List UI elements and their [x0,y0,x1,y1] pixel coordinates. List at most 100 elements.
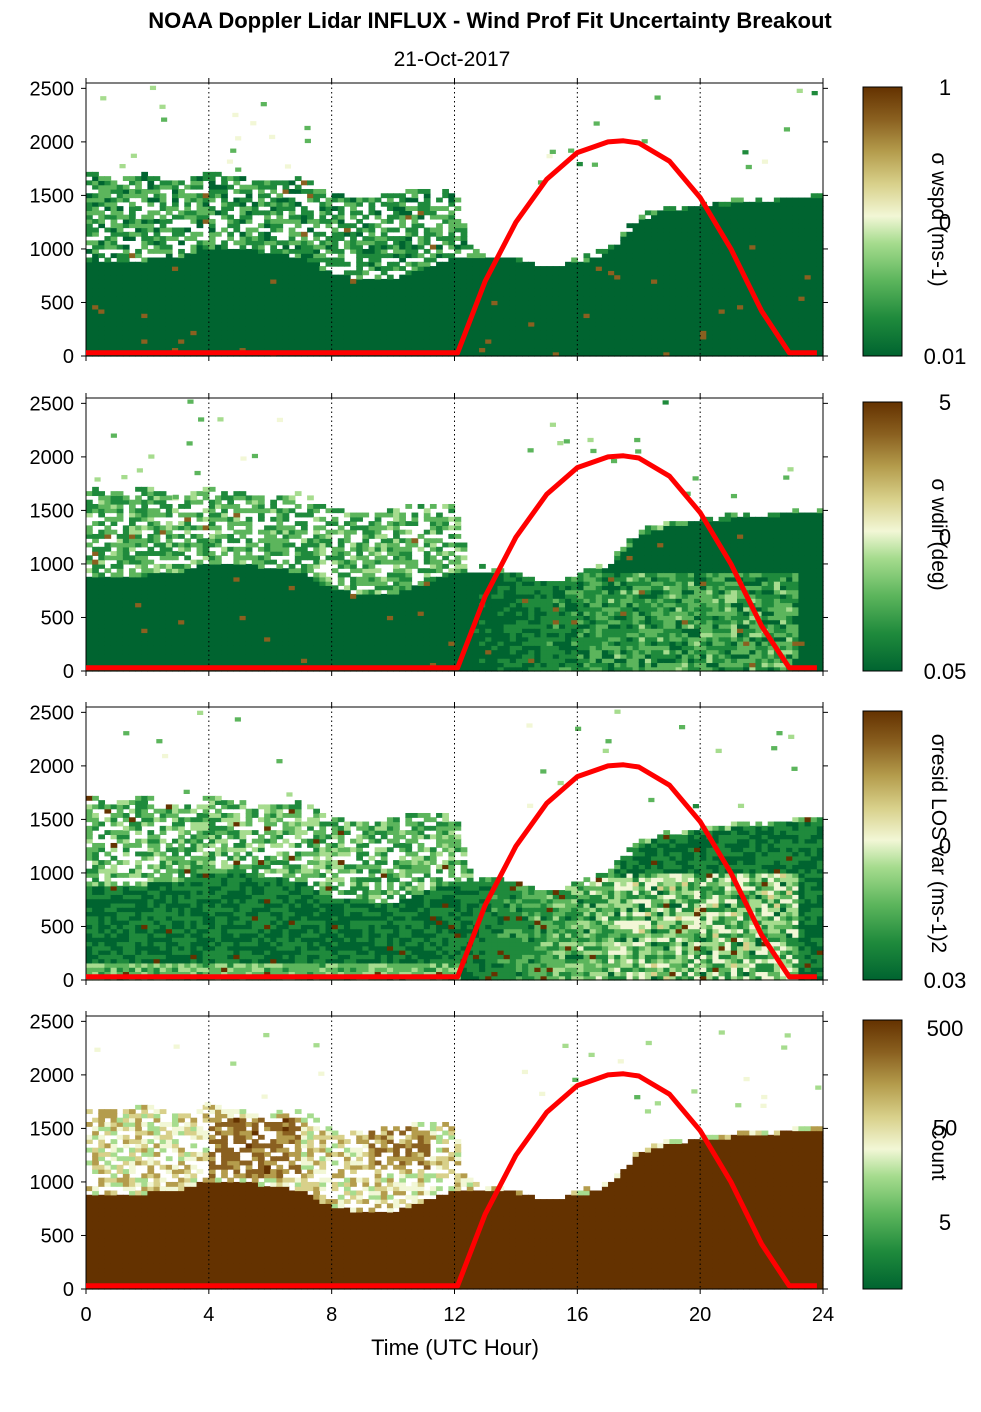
heatmap-cell [116,512,124,518]
heatmap-cell [128,499,136,505]
heatmap-cell [374,274,382,280]
heatmap-cell [159,602,167,608]
heatmap-cell [92,278,99,284]
heatmap-cell [626,244,634,250]
heatmap-cell [712,278,720,284]
heatmap-cell [423,287,431,293]
heatmap-cell [706,236,714,241]
heatmap-cell [786,317,793,323]
heatmap-cell [528,347,535,353]
heatmap-cell [135,602,142,608]
heatmap-cell [810,278,818,284]
heatmap-cell [104,576,112,582]
heatmap-cell [208,585,216,591]
heatmap-cell [411,317,419,323]
heatmap-cell [264,261,271,267]
heatmap-cell [417,330,425,336]
heatmap-cell [257,278,265,284]
heatmap-cell [86,581,93,586]
heatmap-cell [288,326,296,331]
heatmap-cell [282,347,290,353]
heatmap-cell [417,223,425,229]
heatmap-cell [460,227,468,233]
heatmap-cell [153,334,161,340]
heatmap-cell [171,551,179,556]
heatmap-cell [214,503,222,509]
heatmap-cell [442,287,449,293]
heatmap-cell [663,338,671,344]
heatmap-cell [718,274,726,280]
heatmap-cell [576,161,583,167]
heatmap-cell [485,266,492,271]
heatmap-cell [184,521,192,526]
heatmap-cell [325,338,333,344]
heatmap-cell [436,214,443,220]
heatmap-cell [565,287,572,293]
heatmap-cell [122,499,130,505]
heatmap-cell [620,321,628,327]
heatmap-cell [104,628,112,634]
heatmap-cell [178,308,185,314]
heatmap-cell [755,227,763,233]
heatmap-cell [227,321,234,327]
heatmap-cell [706,274,714,280]
heatmap-cell [104,516,112,522]
heatmap-cell [491,278,499,284]
heatmap-cell [638,296,646,301]
heatmap-cell [116,491,124,497]
heatmap-cell [178,330,185,336]
heatmap-cell [350,330,357,336]
heatmap-cell [307,188,314,194]
heatmap-cell [386,214,394,220]
heatmap-cell [276,261,284,267]
heatmap-cell [663,257,671,263]
heatmap-cell [233,278,241,284]
heatmap-cell [669,266,677,271]
heatmap-cell [718,338,726,344]
heatmap-cell [110,649,118,655]
heatmap-cell [98,529,106,535]
heatmap-cell [196,347,204,353]
heatmap-cell [798,227,806,233]
heatmap-cell [786,236,793,241]
heatmap-cell [251,611,259,616]
heatmap-cell [325,330,333,336]
heatmap-cell [386,278,394,284]
heatmap-cell [153,619,161,625]
heatmap-cell [300,300,308,306]
heatmap-cell [251,253,259,259]
heatmap-cell [644,240,652,246]
heatmap-cell [503,317,511,323]
heatmap-cell [319,321,327,327]
heatmap-cell [227,645,234,651]
heatmap-cell [196,589,204,595]
heatmap-cell [792,240,800,246]
heatmap-cell [546,274,554,280]
heatmap-cell [558,291,566,297]
heatmap-cell [810,218,818,224]
heatmap-cell [104,615,112,621]
heatmap-cell [92,632,99,638]
heatmap-cell [110,563,118,569]
heatmap-cell [294,278,302,284]
heatmap-cell [816,261,824,267]
heatmap-cell [196,201,204,207]
heatmap-cell [356,343,363,349]
heatmap-cell [233,300,241,306]
heatmap-cell [208,193,216,199]
heatmap-cell [730,330,738,336]
heatmap-cell [737,231,744,237]
heatmap-cell [343,274,351,280]
heatmap-cell [264,184,271,190]
heatmap-cell [165,551,173,556]
heatmap-cell [171,283,179,289]
heatmap-cell [171,304,179,310]
heatmap-cell [534,270,542,276]
heatmap-cell [730,321,738,327]
heatmap-cell [583,308,591,314]
heatmap-cell [276,304,284,310]
heatmap-cell [798,201,806,207]
heatmap-cell [239,326,247,331]
heatmap-cell [503,304,511,310]
